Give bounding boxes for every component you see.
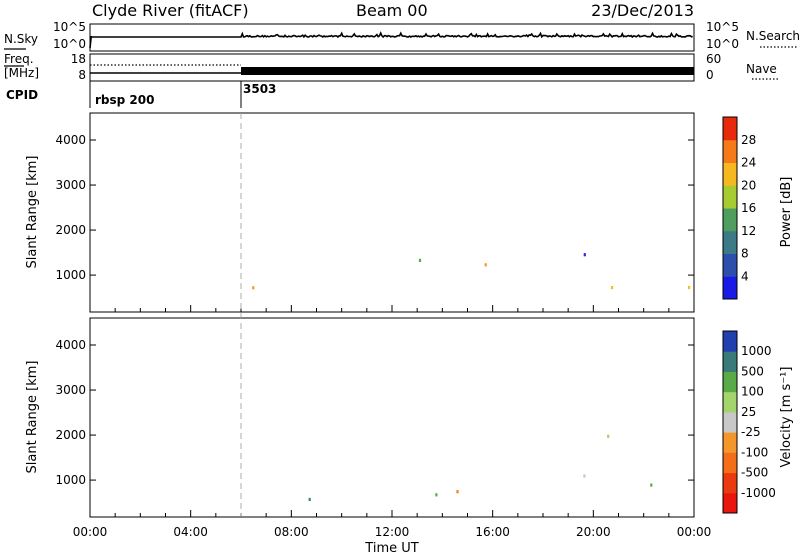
- nsearch-tick-bottom: 10^0: [706, 37, 739, 51]
- velocity-cbar-tick: -1000: [741, 486, 776, 500]
- velocity-cbar-label: Velocity [m s⁻¹]: [779, 367, 794, 468]
- freq-unit: [MHz]: [4, 66, 39, 80]
- power-cell: [418, 258, 422, 262]
- velocity-ytick-label: 1000: [55, 473, 86, 487]
- nsky-tick-top: 10^5: [53, 20, 86, 34]
- freq-label: Freq.: [4, 52, 34, 66]
- freq-tick-top: 18: [71, 52, 86, 66]
- velocity-cbar-tick: 1000: [741, 344, 772, 358]
- power-cbar-label: Power [dB]: [779, 177, 794, 248]
- velocity-swatch: [723, 472, 737, 494]
- velocity-colorbar: 1000 500 100 25 -25 -100 -500 -1000: [722, 330, 776, 514]
- power-swatch: [723, 253, 737, 277]
- velocity-scatter: [308, 434, 653, 502]
- freq-panel: Freq. [MHz] 18 8 60 0 Nave: [4, 52, 778, 82]
- power-swatch: [723, 230, 737, 254]
- power-ytick-label: 1000: [55, 268, 86, 282]
- velocity-swatch: [723, 351, 737, 372]
- power-swatch: [723, 185, 737, 209]
- cpid-row: CPID rbsp 200 3503: [6, 81, 276, 108]
- power-swatch: [723, 162, 737, 186]
- nave-tick-top: 60: [706, 52, 721, 66]
- velocity-swatch: [723, 452, 737, 474]
- power-ylabel: Slant Range [km]: [25, 156, 40, 269]
- velocity-cell: [308, 497, 311, 502]
- power-cbar-tick: 24: [741, 156, 756, 170]
- power-cbar-tick: 8: [741, 247, 749, 261]
- velocity-ytick-label: 4000: [55, 338, 86, 352]
- power-cbar-tick: 4: [741, 269, 749, 283]
- velocity-cell: [435, 493, 438, 497]
- station-title: Clyde River (fitACF): [92, 1, 249, 20]
- x-tick-label: 04:00: [173, 525, 208, 539]
- cpid-entry-2: 3503: [243, 82, 276, 96]
- power-cbar-tick: 16: [741, 201, 756, 215]
- nsky-label: N.Sky: [4, 32, 38, 46]
- velocity-cbar-tick: -100: [741, 445, 768, 459]
- power-cell: [611, 286, 614, 290]
- velocity-ytick-label: 3000: [55, 383, 86, 397]
- power-cell: [252, 286, 255, 290]
- nave-tick-bottom: 0: [706, 68, 714, 82]
- velocity-cbar-tick: 500: [741, 364, 764, 378]
- power-ytick-label: 3000: [55, 178, 86, 192]
- power-panel: 1000 2000 3000 4000 Slant Range [km] 4 8 12 16…: [25, 112, 794, 313]
- date-title: 23/Dec/2013: [591, 1, 694, 20]
- nsearch-tick-top: 10^5: [706, 20, 739, 34]
- velocity-ytick-label: 2000: [55, 428, 86, 442]
- cpid-label: CPID: [6, 88, 38, 102]
- power-ytick-label: 2000: [55, 223, 86, 237]
- x-tick-label: 00:00: [73, 525, 108, 539]
- nsky-panel: N.Sky 10^5 10^0 10^5 10^0 N.Search: [4, 20, 800, 52]
- velocity-panel: 1000 2000 3000 4000 Slant Range [km] 1000 50…: [25, 305, 794, 554]
- velocity-cbar-tick: 100: [741, 385, 764, 399]
- velocity-cbar-tick: -500: [741, 466, 768, 480]
- velocity-cbar-tick: -25: [741, 425, 761, 439]
- power-swatch: [723, 208, 737, 232]
- power-cell: [583, 253, 586, 257]
- x-tick-label: 20:00: [576, 525, 611, 539]
- x-tick-label: 00:00: [677, 525, 712, 539]
- beam-title: Beam 00: [356, 1, 428, 20]
- power-cbar-tick: 28: [741, 133, 756, 147]
- x-tick-label: 12:00: [375, 525, 410, 539]
- power-swatch: [723, 117, 737, 141]
- velocity-cbar-tick: 25: [741, 405, 756, 419]
- velocity-cell: [650, 483, 653, 487]
- power-cbar-tick: 12: [741, 224, 756, 238]
- velocity-swatch: [723, 331, 737, 352]
- velocity-swatch: [723, 411, 737, 433]
- velocity-swatch: [723, 492, 737, 514]
- power-ytick-label: 4000: [55, 133, 86, 147]
- velocity-swatch: [723, 371, 737, 393]
- power-swatch: [723, 139, 737, 163]
- power-colorbar: 4 8 12 16 20 24 28: [722, 116, 756, 300]
- nsky-tick-bottom: 10^0: [53, 37, 86, 51]
- nave-label: Nave: [746, 62, 777, 76]
- x-tick-label: 08:00: [274, 525, 309, 539]
- power-swatch: [723, 276, 737, 300]
- freq-trace-2: [241, 67, 694, 75]
- velocity-cell: [583, 474, 586, 478]
- velocity-cell: [607, 434, 610, 438]
- power-cell: [484, 263, 487, 267]
- nsky-trace: [89, 31, 693, 49]
- x-tick-label: 16:00: [475, 525, 510, 539]
- power-cell: [688, 285, 691, 290]
- freq-trace: [90, 64, 694, 75]
- power-cbar-tick: 20: [741, 178, 756, 192]
- nsearch-label: N.Search: [746, 29, 800, 43]
- x-axis-label: Time UT: [364, 541, 418, 554]
- velocity-swatch: [723, 432, 737, 453]
- velocity-ylabel: Slant Range [km]: [25, 361, 40, 474]
- power-scatter: [252, 253, 691, 290]
- cpid-entry-1: rbsp 200: [95, 93, 154, 107]
- velocity-swatch: [723, 391, 737, 413]
- velocity-cell: [456, 490, 459, 494]
- freq-tick-bottom: 8: [78, 68, 86, 82]
